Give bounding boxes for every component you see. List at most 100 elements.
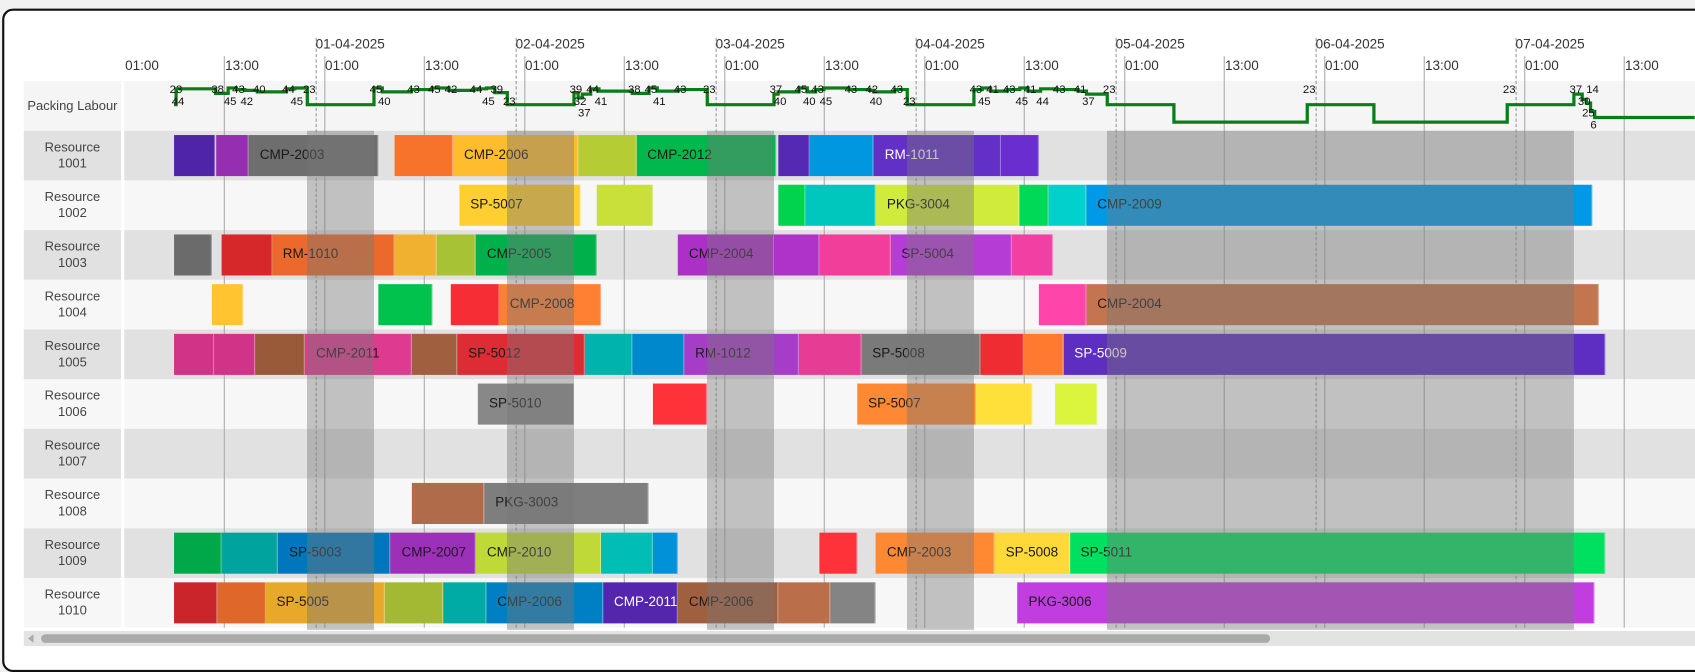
task-bar[interactable] <box>436 234 477 276</box>
task-bar[interactable]: RM-1012 <box>684 333 799 375</box>
task-bar[interactable]: SP-5008 <box>861 333 981 375</box>
task-bar[interactable] <box>1001 135 1039 177</box>
task-bar[interactable]: RM-1011 <box>873 135 1002 177</box>
task-bar[interactable]: CMP-2006 <box>678 582 779 624</box>
horizontal-scrollbar[interactable] <box>23 630 1695 647</box>
task-bar[interactable]: CMP-2006 <box>453 135 579 177</box>
task-bar[interactable]: SP-5010 <box>478 383 574 425</box>
task-bar[interactable] <box>1048 184 1087 226</box>
task-bar[interactable] <box>653 383 708 425</box>
day-divider <box>515 37 517 628</box>
date-label: 07-04-2025 <box>1515 36 1585 52</box>
task-bar[interactable] <box>221 234 272 276</box>
task-bar[interactable]: SP-5005 <box>265 582 385 624</box>
labour-value-label: 43 <box>970 84 983 96</box>
time-label: 13:00 <box>1624 58 1659 74</box>
resource-label: Resource 1004 <box>23 279 122 330</box>
labour-value-label: 42 <box>445 84 458 96</box>
task-bar[interactable] <box>217 582 266 624</box>
task-bar[interactable] <box>378 284 433 326</box>
task-bar[interactable] <box>980 333 1024 375</box>
task-bar[interactable]: CMP-2010 <box>476 532 602 574</box>
task-bar[interactable] <box>173 333 214 375</box>
task-bar[interactable] <box>173 582 218 624</box>
task-bar[interactable] <box>1011 234 1054 276</box>
task-bar[interactable] <box>411 482 485 524</box>
task-bar[interactable]: SP-5007 <box>857 383 977 425</box>
task-bar[interactable] <box>653 532 679 574</box>
task-bar[interactable] <box>601 532 654 574</box>
task-bar[interactable] <box>819 532 858 574</box>
task-bar[interactable] <box>778 135 810 177</box>
task-bar[interactable] <box>830 582 877 624</box>
task-bar[interactable] <box>442 582 487 624</box>
task-bar[interactable]: SP-5012 <box>457 333 585 375</box>
task-bar[interactable] <box>1055 383 1097 425</box>
task-bar[interactable] <box>173 234 212 276</box>
task-bar[interactable]: PKG-3006 <box>1017 582 1595 624</box>
task-bar[interactable]: PKG-3003 <box>484 482 649 524</box>
non-working-period <box>307 130 374 630</box>
task-bar[interactable]: CMP-2012 <box>636 135 777 177</box>
task-bar[interactable]: CMP-2003 <box>248 135 379 177</box>
task-bar[interactable] <box>584 333 633 375</box>
task-bar[interactable] <box>805 184 877 226</box>
task-bar[interactable] <box>451 284 499 326</box>
task-bar[interactable] <box>976 383 1033 425</box>
task-bar[interactable] <box>809 135 874 177</box>
labour-value-label: 39 <box>570 84 583 96</box>
task-label: SP-5008 <box>872 345 925 361</box>
task-bar[interactable] <box>215 135 249 177</box>
task-bar[interactable]: SP-5004 <box>890 234 1012 276</box>
task-bar[interactable]: CMP-2009 <box>1086 184 1593 226</box>
time-label: 13:00 <box>1025 58 1059 74</box>
task-bar[interactable] <box>173 532 222 574</box>
labour-value-label: 44 <box>1036 96 1049 108</box>
task-bar[interactable] <box>1023 333 1064 375</box>
task-bar[interactable] <box>778 184 806 226</box>
task-bar[interactable] <box>384 582 443 624</box>
task-bar[interactable] <box>778 582 831 624</box>
resource-label: Resource 1006 <box>23 379 122 429</box>
task-bar[interactable]: SP-5007 <box>459 184 581 226</box>
task-bar[interactable]: CMP-2005 <box>476 234 597 276</box>
task-bar[interactable]: CMP-2008 <box>498 284 602 326</box>
task-bar[interactable] <box>596 184 654 226</box>
task-bar[interactable]: SP-5008 <box>994 532 1070 574</box>
task-bar[interactable]: SP-5009 <box>1063 333 1606 375</box>
task-bar[interactable] <box>819 234 891 276</box>
task-bar[interactable] <box>1038 284 1087 326</box>
labour-value-label: 23 <box>903 96 916 108</box>
task-bar[interactable]: CMP-2004 <box>678 234 774 276</box>
date-label: 02-04-2025 <box>515 36 585 52</box>
task-bar[interactable] <box>1019 184 1049 226</box>
task-bar[interactable] <box>394 135 454 177</box>
task-bar[interactable] <box>221 532 279 574</box>
task-bar[interactable]: SP-5011 <box>1069 532 1606 574</box>
task-bar[interactable] <box>394 234 437 276</box>
task-bar[interactable]: RM-1010 <box>271 234 395 276</box>
day-divider <box>315 37 317 628</box>
task-bar[interactable]: CMP-2007 <box>390 532 477 574</box>
task-bar[interactable] <box>578 135 637 177</box>
task-bar[interactable] <box>255 333 306 375</box>
task-bar[interactable]: CMP-2003 <box>876 532 995 574</box>
task-bar[interactable]: SP-5003 <box>278 532 391 574</box>
scrollbar-thumb[interactable] <box>41 634 1271 643</box>
task-bar[interactable] <box>173 135 216 177</box>
task-bar[interactable] <box>213 333 256 375</box>
task-bar[interactable] <box>211 284 243 326</box>
task-bar[interactable] <box>798 333 862 375</box>
task-bar[interactable] <box>632 333 685 375</box>
task-bar[interactable] <box>773 234 820 276</box>
task-bar[interactable]: CMP-2004 <box>1086 284 1599 326</box>
task-bar[interactable]: CMP-2011 <box>305 333 412 375</box>
task-bar[interactable]: CMP-2006 <box>486 582 604 624</box>
task-bar[interactable]: CMP-2011 <box>603 582 679 624</box>
time-label: 13:00 <box>625 58 659 74</box>
task-bar[interactable] <box>411 333 458 375</box>
time-label: 13:00 <box>1224 58 1259 74</box>
scroll-left-arrow-icon[interactable] <box>28 634 34 643</box>
task-bar[interactable]: PKG-3004 <box>876 184 1020 226</box>
